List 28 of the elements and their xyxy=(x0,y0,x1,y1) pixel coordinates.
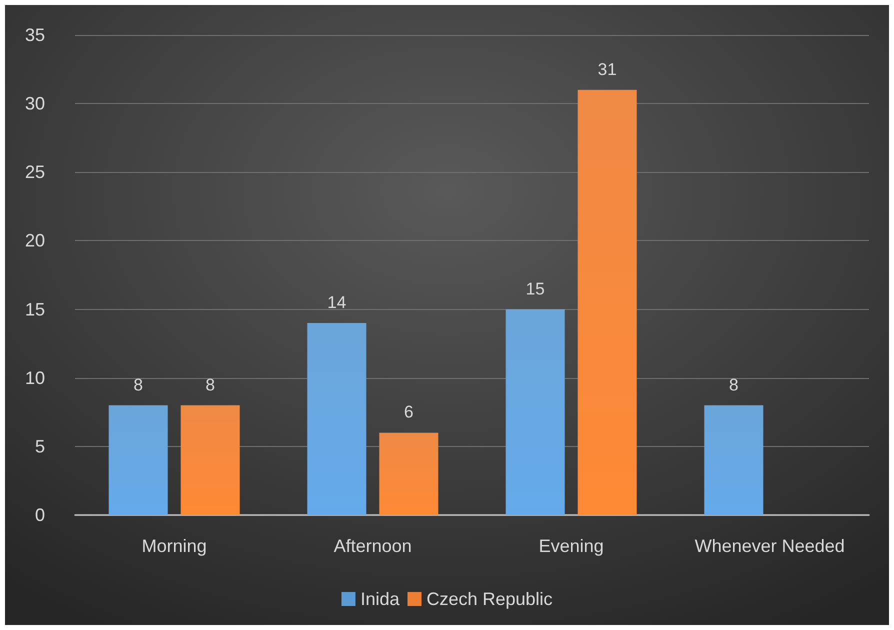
y-tick-label: 5 xyxy=(34,436,45,456)
data-label: 8 xyxy=(134,375,143,394)
bar xyxy=(108,405,168,515)
bar xyxy=(578,90,637,515)
bar xyxy=(506,309,565,515)
bar xyxy=(704,405,764,515)
data-label: 8 xyxy=(206,375,215,394)
data-label: 14 xyxy=(327,293,346,312)
x-tick-label: Morning xyxy=(142,536,207,556)
x-tick-label: Afternoon xyxy=(334,536,412,556)
data-label: 6 xyxy=(404,402,414,422)
bar xyxy=(180,405,240,515)
x-tick-label: Evening xyxy=(538,536,604,556)
y-tick-label: 0 xyxy=(34,505,45,525)
data-label: 15 xyxy=(526,279,545,298)
y-tick-label: 10 xyxy=(24,368,45,388)
bar xyxy=(379,432,438,515)
data-label: 31 xyxy=(598,60,617,79)
legend-label: Inida xyxy=(360,589,400,609)
y-tick-label: 20 xyxy=(24,230,45,251)
y-tick-label: 15 xyxy=(24,299,45,320)
data-label: 8 xyxy=(729,375,738,394)
y-tick-label: 25 xyxy=(24,162,45,182)
y-tick-label: 35 xyxy=(24,25,45,45)
legend-label: Czech Republic xyxy=(426,589,553,609)
x-tick-label: Whenever Needed xyxy=(694,536,845,556)
bar xyxy=(307,323,366,515)
y-tick-label: 30 xyxy=(24,94,45,114)
